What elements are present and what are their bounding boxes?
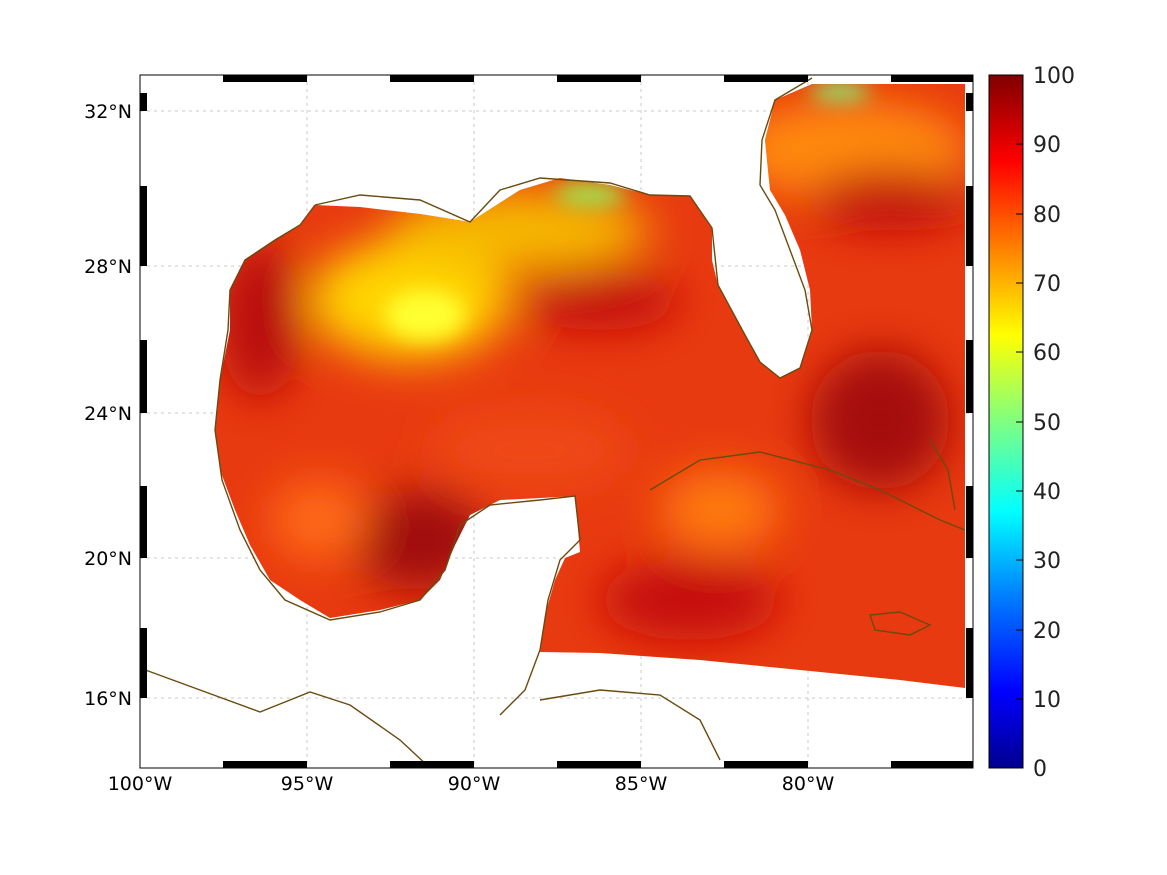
colorbar-tick-label: 100 [1033, 64, 1075, 89]
colorbar-tick-label: 80 [1033, 203, 1061, 228]
x-tick-label: 80°W [782, 773, 835, 795]
colorbar-tick-label: 90 [1033, 133, 1061, 158]
x-tick-label: 85°W [615, 773, 668, 795]
coastlines [139, 77, 966, 769]
y-tick-label: 20°N [84, 548, 132, 570]
colorbar-tick-label: 70 [1033, 272, 1061, 297]
y-tick-label: 16°N [84, 688, 132, 710]
map-frame [139, 74, 974, 769]
colorbar-tick-label: 0 [1033, 757, 1047, 782]
x-tick-label: 95°W [281, 773, 334, 795]
y-tick-labels: 32°N 28°N 24°N 20°N 16°N [84, 101, 132, 710]
colorbar-tick-label: 10 [1033, 688, 1061, 713]
colorbar-tick-label: 40 [1033, 480, 1061, 505]
y-tick-label: 24°N [84, 403, 132, 425]
colorbar-tick-label: 60 [1033, 341, 1061, 366]
x-tick-label: 90°W [448, 773, 501, 795]
colorbar-tick-label: 20 [1033, 619, 1061, 644]
x-tick-labels: 100°W 95°W 90°W 85°W 80°W [108, 773, 835, 795]
colorbar: 100 90 80 70 60 50 40 30 20 10 0 [988, 64, 1075, 782]
y-tick-label: 28°N [84, 256, 132, 278]
colorbar-tick-label: 50 [1033, 411, 1061, 436]
y-tick-label: 32°N [84, 101, 132, 123]
colorbar-tick-label: 30 [1033, 549, 1061, 574]
data-field [215, 84, 965, 688]
x-tick-label: 100°W [108, 773, 173, 795]
